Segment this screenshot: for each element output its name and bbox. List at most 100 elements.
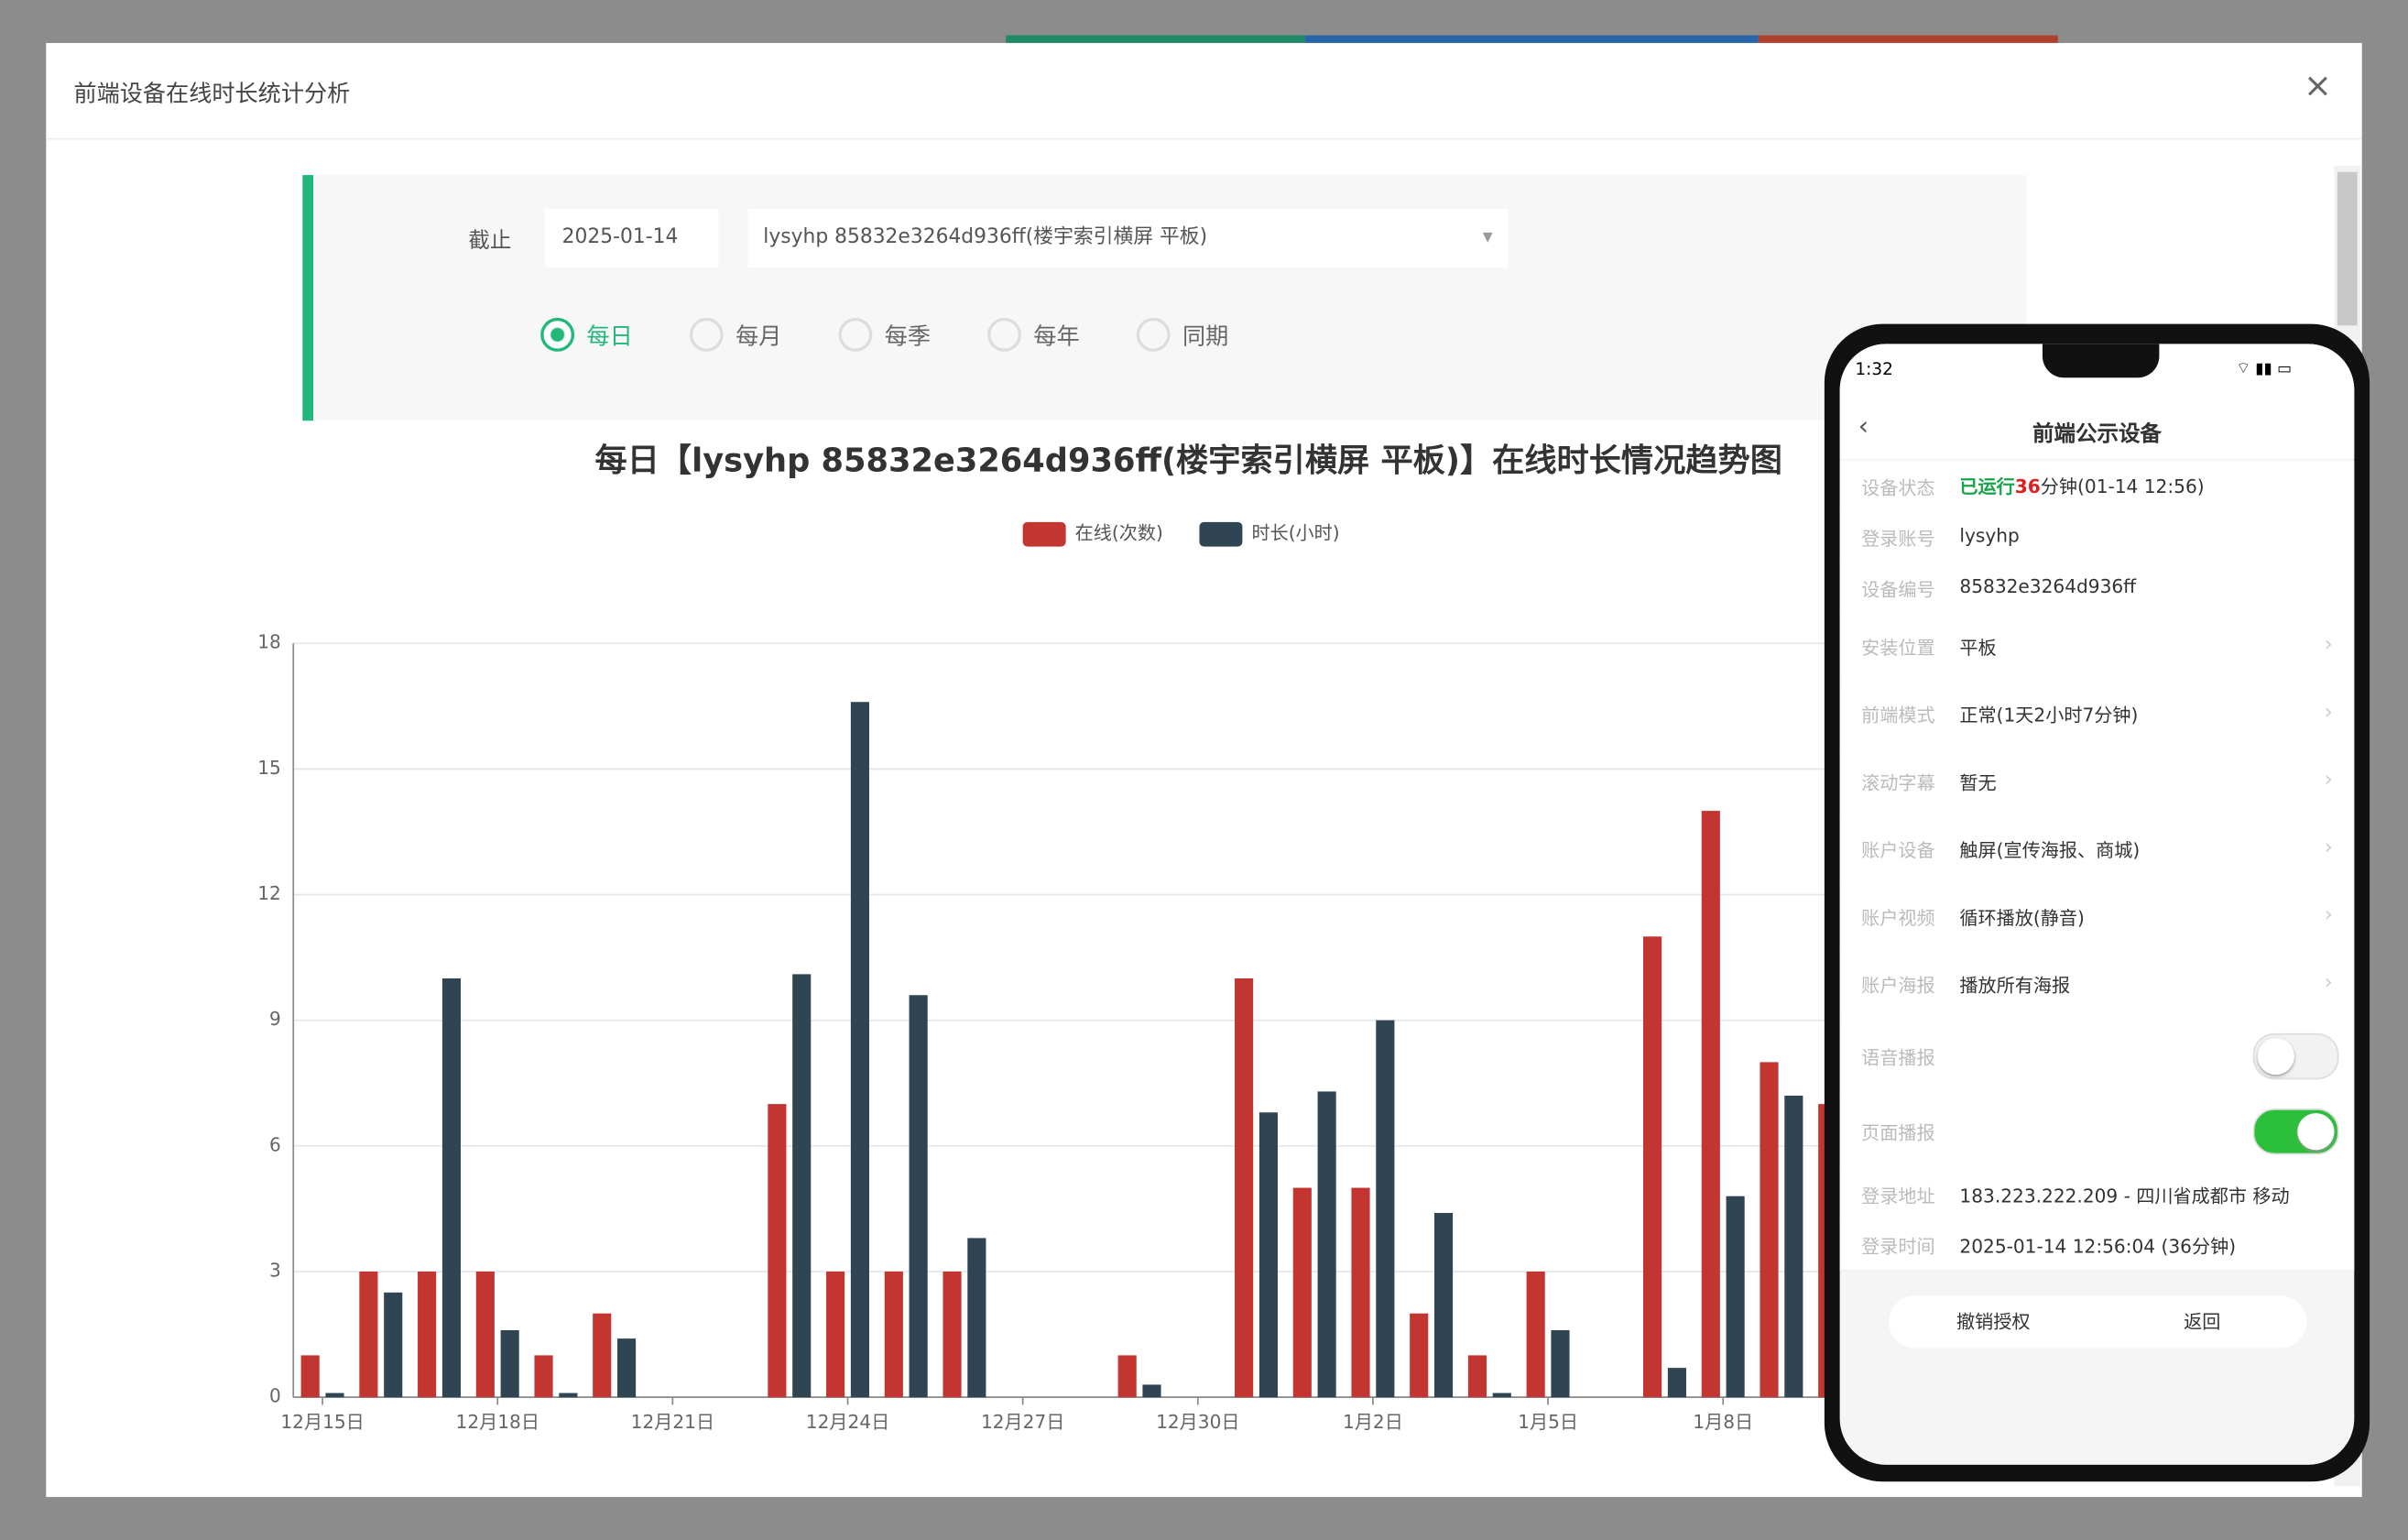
bar [884, 1271, 903, 1398]
bar [325, 1393, 344, 1398]
bar [942, 1271, 962, 1398]
bar [1701, 811, 1720, 1398]
chevron: › [2324, 632, 2333, 658]
bar [1351, 1187, 1370, 1398]
bar [500, 1329, 519, 1398]
x-tick-label: 1月5日 [1518, 1411, 1578, 1433]
info-row: 账户海报 播放所有海报 › [1839, 950, 2355, 1020]
row-label: 设备编号 [1861, 578, 1935, 600]
bar [826, 1271, 845, 1398]
radio-circle [540, 317, 575, 352]
row-value: 正常(1天2小时7分钟) [1959, 704, 2139, 726]
y-tick-label: 9 [269, 1008, 281, 1030]
form-label: 截止 [468, 228, 512, 254]
bar [384, 1292, 403, 1398]
radio[interactable]: 每日 [540, 317, 633, 352]
row-value: 2025-01-14 12:56:04 (36分钟) [1959, 1235, 2237, 1257]
bar [359, 1271, 378, 1398]
status-time: 1:32 [1855, 359, 1893, 379]
status-part: 分钟(01-14 12:56) [2040, 475, 2205, 498]
info-row: 设备状态 已运行36分钟(01-14 12:56) [1839, 460, 2355, 513]
radio[interactable]: 每季 [838, 317, 931, 352]
y-tick-label: 3 [269, 1259, 281, 1281]
chart-title: 每日【lysyhp 85832e3264d936ff(楼宇索引横屏 平板)】在线… [595, 442, 1782, 479]
tab-stripe [1758, 35, 2058, 43]
scroll-thumb [2337, 171, 2358, 326]
bar [1526, 1271, 1545, 1398]
bar [967, 1238, 986, 1398]
row-label: 登录地址 [1861, 1185, 1935, 1207]
bar [1643, 936, 1662, 1398]
radio[interactable]: 每年 [987, 317, 1080, 352]
radio-label: 同期 [1182, 322, 1229, 350]
row-label: 账户设备 [1861, 839, 1935, 862]
status-icons: ⌔ ▮▮ ▭ [2236, 360, 2292, 378]
info-row: 安装位置 平板 › [1839, 612, 2355, 683]
toggle-knob [2257, 1037, 2294, 1076]
x-tick-label: 12月27日 [981, 1411, 1064, 1433]
phone-frame: 1:32 ⌔ ▮▮ ▭ ‹ 前端公示设备 设备状态 已运行36分钟(01-14 1… [1824, 323, 2370, 1482]
radio[interactable]: 同期 [1136, 317, 1229, 352]
row-label: 滚动字幕 [1861, 772, 1935, 794]
bar [1667, 1368, 1686, 1398]
bar [1235, 978, 1254, 1398]
legend-swatch [1199, 521, 1243, 547]
bar [441, 978, 461, 1398]
bar [792, 974, 812, 1398]
y-tick-label: 18 [257, 631, 281, 653]
row-label: 设备状态 [1861, 476, 1935, 498]
row-value: 暂无 [1959, 772, 1997, 794]
bar [1376, 1020, 1395, 1398]
legend-swatch [1022, 521, 1066, 547]
bar [1784, 1095, 1803, 1398]
row-value: 183.223.222.209 - 四川省成都市 移动 [1959, 1185, 2290, 1207]
toggle[interactable] [2252, 1109, 2339, 1155]
x-tick-label: 12月21日 [631, 1411, 714, 1433]
x-tick-label: 12月15日 [280, 1411, 364, 1433]
toggle[interactable] [2252, 1032, 2339, 1080]
close-button[interactable]: × [2303, 67, 2332, 106]
radio[interactable]: 每月 [689, 317, 782, 352]
chevron: › [2324, 902, 2333, 928]
tab-stripe [1305, 35, 1759, 43]
bar [1117, 1355, 1137, 1398]
row-value: 85832e3264d936ff [1959, 574, 2137, 597]
dropdown-arrow: ▾ [1482, 225, 1493, 249]
radio-circle [1136, 317, 1171, 352]
bar [534, 1355, 553, 1398]
radio-circle [987, 317, 1021, 352]
back-button[interactable]: ‹ [1858, 411, 1869, 442]
radio-circle [689, 317, 724, 352]
row-value: lysyhp [1959, 524, 2020, 546]
row-label: 账户视频 [1861, 907, 1935, 929]
row-value: 播放所有海报 [1959, 975, 2071, 997]
row-label: 页面播报 [1861, 1121, 1935, 1143]
bar [1492, 1393, 1511, 1398]
info-row: 页面播报 [1839, 1093, 2355, 1171]
radio-circle [838, 317, 873, 352]
bar [1317, 1091, 1336, 1398]
phone-button[interactable]: 撤销授权 [1956, 1311, 2031, 1333]
x-tick-label: 12月24日 [806, 1411, 889, 1433]
phone-button[interactable]: 返回 [2184, 1311, 2221, 1333]
y-tick-label: 0 [269, 1385, 281, 1407]
date-input[interactable]: 2025-01-14 [545, 208, 719, 268]
status-part: 已运行 [1959, 475, 2015, 498]
bar [1410, 1313, 1429, 1398]
y-tick-label: 6 [269, 1133, 281, 1155]
x-tick-label: 12月18日 [456, 1411, 539, 1433]
x-tick-label: 1月8日 [1693, 1411, 1753, 1433]
chevron: › [2324, 835, 2333, 860]
radio-label: 每月 [735, 322, 782, 350]
tab-stripe [1006, 35, 1306, 43]
info-row: 登录时间 2025-01-14 12:56:04 (36分钟) [1839, 1218, 2355, 1272]
info-row: 滚动字幕 暂无 › [1839, 748, 2355, 817]
info-row: 账户设备 触屏(宣传海报、商城) › [1839, 814, 2355, 885]
y-tick-label: 15 [257, 757, 281, 779]
bar [1760, 1062, 1779, 1398]
row-label: 前端模式 [1861, 704, 1935, 726]
row-label: 安装位置 [1861, 637, 1935, 659]
device-select[interactable]: lysyhp 85832e3264d936ff(楼宇索引横屏 平板) ▾ [747, 208, 1509, 268]
